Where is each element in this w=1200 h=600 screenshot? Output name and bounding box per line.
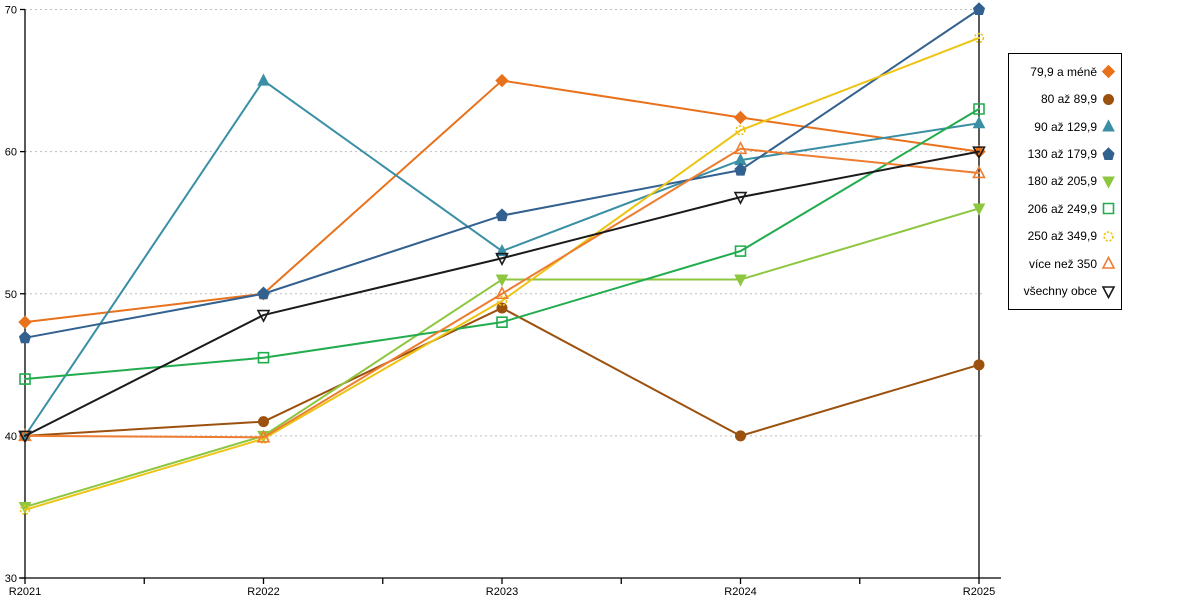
legend-label: 180 až 205,9 [1027,174,1097,189]
series-4-point-R2024 [734,274,747,287]
triangle-up-filled-icon [1102,119,1115,132]
legend-label: 250 až 349,9 [1027,229,1097,244]
series-5-point-R2024 [734,245,747,257]
series-5-point-R2021 [19,373,31,385]
legend-label: 130 až 179,9 [1027,147,1097,162]
series-6-point-R2024 [735,125,746,136]
series-1-point-R2022 [258,416,269,428]
triangle-up-glyph [1102,119,1115,132]
series-3-point-R2021 [18,330,32,344]
series-4-point-R2023 [495,274,509,287]
legend-label: 90 až 129,9 [1034,119,1097,134]
series-7-point-R2022 [256,429,271,443]
triangle-down-filled-icon [1102,176,1115,189]
legend-item-8: všechny obce [1011,284,1116,299]
x-tick-label-R2023: R2023 [486,586,518,598]
pentagon-glyph [1102,146,1115,160]
series-4-point-R2025 [972,203,986,216]
series-line-7 [24,147,980,439]
legend-label: všechny obce [1023,284,1097,299]
chart-legend: 79,9 a méně 80 až 89,9 90 až 129,9 130 až 1… [1008,53,1122,310]
legend-item-4: 180 až 205,9 [1011,174,1116,189]
triangle-down-hollow-icon [1101,285,1116,299]
series-8-point-R2022 [256,309,271,323]
series-line-6 [24,36,980,511]
square-glyph [1102,203,1115,215]
series-5-point-R2025 [973,103,985,115]
legend-label: více než 350 [1028,256,1097,271]
series-7-point-R2025 [972,165,986,179]
circle-glyph [1103,231,1114,242]
series-6-point-R2025 [973,32,985,44]
y-tick-label-70: 70 [5,5,17,17]
y-tick-label-60: 60 [5,147,17,159]
diamond-glyph [1101,65,1116,79]
series-5-point-R2022 [257,351,270,364]
x-tick-label-R2024: R2024 [724,586,756,598]
legend-label: 206 až 249,9 [1027,201,1097,216]
series-7-point-R2023 [495,286,509,300]
y-tick-label-30: 30 [5,573,17,585]
series-8-point-R2021 [18,430,32,444]
series-1-point-R2023 [496,302,508,314]
legend-label: 80 až 89,9 [1040,92,1097,107]
legend-item-6: 250 až 349,9 [1011,229,1116,244]
series-0-point-R2024 [733,110,748,125]
triangle-down-glyph [1102,176,1115,189]
series-8-point-R2024 [733,191,748,205]
series-2-point-R2022 [257,73,270,86]
series-2-point-R2025 [972,116,986,129]
x-tick-label-R2021: R2021 [9,586,41,598]
series-8-point-R2023 [495,252,509,266]
triangle-down-glyph [1101,285,1116,299]
legend-item-7: více než 350 [1011,256,1116,271]
circle-hollow-icon [1103,231,1114,242]
circle-glyph [1103,93,1114,105]
series-8-point-R2025 [972,146,986,160]
series-1-point-R2024 [735,430,746,442]
series-0-point-R2021 [18,315,32,329]
legend-item-1: 80 až 89,9 [1011,92,1116,107]
legend-label: 79,9 a méně [1030,64,1097,79]
series-line-5 [24,107,980,381]
series-line-8 [24,150,980,437]
legend-item-5: 206 až 249,9 [1011,201,1116,216]
pentagon-filled-icon [1102,146,1115,160]
series-6-point-R2023 [496,295,508,307]
legend-item-3: 130 až 179,9 [1011,146,1116,162]
series-1-point-R2025 [973,359,985,371]
series-7-point-R2024 [733,141,748,155]
y-tick-label-50: 50 [5,289,17,301]
circle-filled-icon [1103,93,1114,105]
series-5-point-R2023 [496,316,508,328]
x-tick-label-R2025: R2025 [963,586,995,598]
series-0-point-R2023 [495,73,509,88]
legend-item-0: 79,9 a méně [1011,64,1116,79]
series-3-point-R2024 [734,162,747,176]
triangle-up-glyph [1101,256,1116,270]
series-3-point-R2025 [972,2,986,15]
legend-item-2: 90 až 129,9 [1011,119,1116,134]
series-6-point-R2021 [19,504,31,515]
series-3-point-R2023 [495,208,509,222]
series-3-point-R2022 [257,286,270,300]
series-4-point-R2021 [18,501,32,515]
triangle-up-hollow-icon [1101,256,1116,270]
x-tick-label-R2022: R2022 [247,586,279,598]
diamond-filled-icon [1101,65,1116,79]
y-tick-label-40: 40 [5,431,17,443]
square-hollow-icon [1102,203,1115,215]
